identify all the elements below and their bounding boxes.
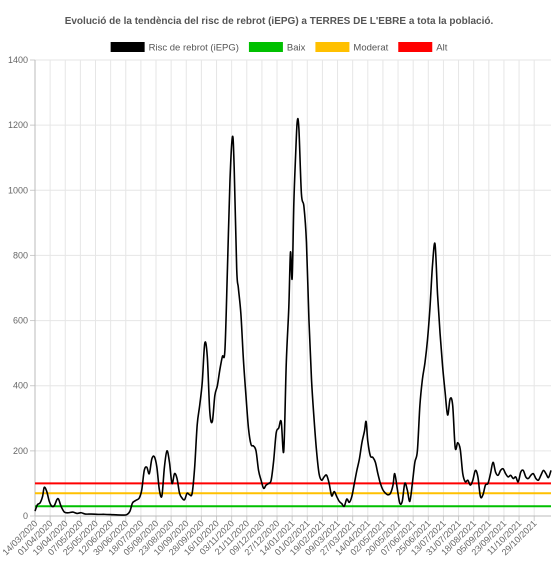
- y-tick-labels: 0 200 400 600 800 1000 1200 1400: [8, 55, 28, 521]
- legend-swatch[interactable]: [315, 42, 350, 52]
- legend-label: Baix: [287, 43, 306, 54]
- series-line-iepg[interactable]: [34, 117, 552, 516]
- x-tick-labels: 14/03/202001/04/202019/04/202007/05/2020…: [0, 518, 538, 557]
- threshold-lines: [35, 482, 551, 508]
- y-tick-label: 200: [13, 446, 28, 456]
- legend-swatch[interactable]: [398, 42, 433, 52]
- legend-label: Risc de rebrot (iEPG): [149, 43, 239, 54]
- legend: Risc de rebrot (iEPG) Baix Moderat Alt: [110, 42, 448, 54]
- y-tick-label: 1000: [8, 185, 28, 195]
- y-tick-label: 1400: [8, 55, 28, 65]
- legend-label: Moderat: [353, 43, 388, 54]
- legend-label: Alt: [436, 43, 447, 54]
- legend-swatch[interactable]: [248, 42, 283, 52]
- y-tick-label: 0: [23, 511, 28, 521]
- y-tick-label: 400: [13, 381, 28, 391]
- grid: [30, 59, 551, 521]
- chart-title: Evolució de la tendència del risc de reb…: [65, 16, 494, 27]
- y-tick-label: 800: [13, 250, 28, 260]
- y-tick-label: 600: [13, 316, 28, 326]
- legend-swatch[interactable]: [110, 42, 145, 52]
- series-lines: [34, 117, 552, 516]
- axes: [34, 60, 551, 517]
- y-tick-label: 1200: [8, 120, 28, 130]
